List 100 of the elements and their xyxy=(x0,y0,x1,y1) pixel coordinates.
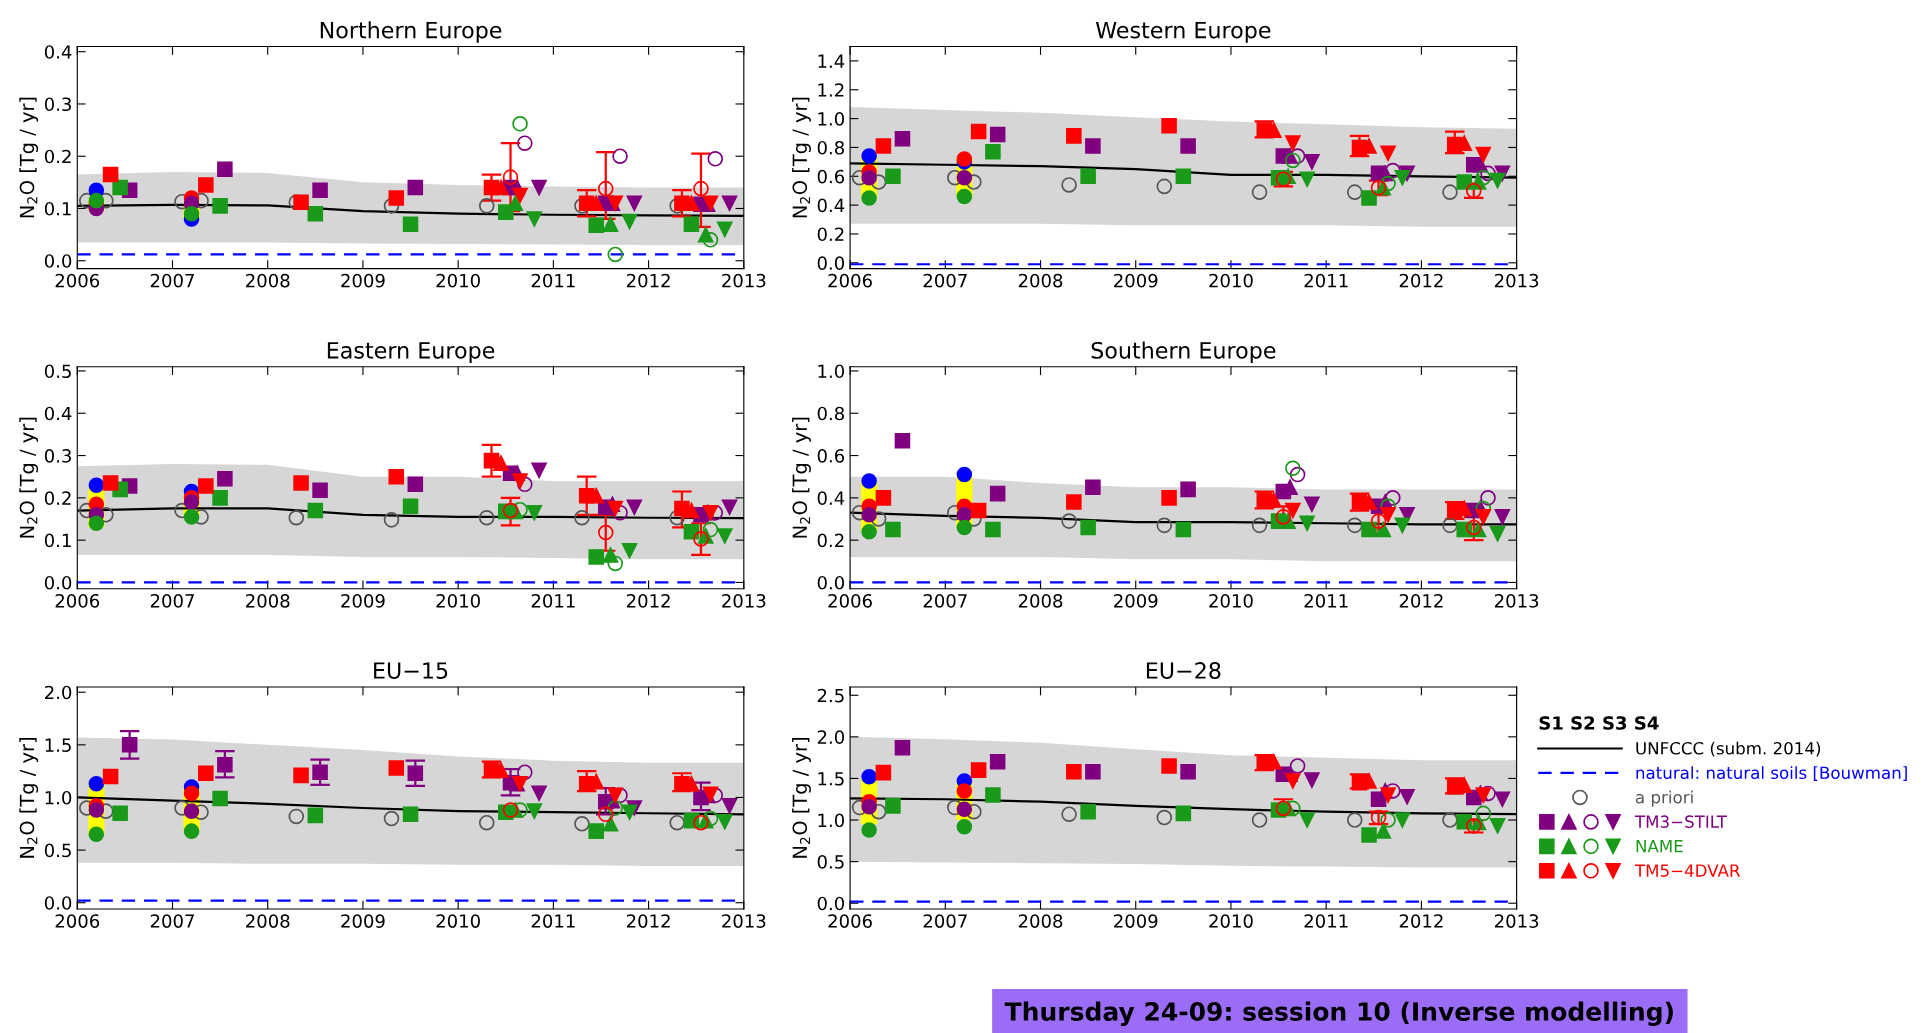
x-tick-label: 2013 xyxy=(722,273,766,288)
x-tick-label: 2013 xyxy=(722,593,766,608)
y-tick-label: 0.6 xyxy=(817,449,845,463)
x-tick-label: 2006 xyxy=(828,914,872,928)
x-tick-label: 2007 xyxy=(150,593,194,608)
x-tick-label: 2012 xyxy=(1399,914,1443,928)
x-tick-label: 2006 xyxy=(55,593,100,608)
x-tick-label: 2007 xyxy=(923,273,967,288)
x-tick-label: 2008 xyxy=(246,273,290,288)
y-axis-title: N$_{2}$O [Tg / yr] xyxy=(19,97,39,218)
x-tick-label: 2010 xyxy=(436,593,480,608)
y-tick-label: 1.0 xyxy=(818,112,845,126)
y-tick-label: 0.5 xyxy=(817,855,844,869)
y-axis-title: N$_{2}$O [Tg / yr] xyxy=(792,417,811,538)
x-tick-label: 2010 xyxy=(1209,914,1253,928)
x-tick-label: 2007 xyxy=(923,593,967,608)
chart-title: Western Europe xyxy=(1095,21,1271,43)
y-tick-label: 1.0 xyxy=(45,790,72,805)
x-tick-label: 2006 xyxy=(828,593,872,608)
x-tick-label: 2009 xyxy=(341,914,385,928)
legend-title: S1 S2 S3 S4 xyxy=(1539,716,1659,730)
legend-label: NAME xyxy=(1636,840,1683,853)
x-tick-label: 2008 xyxy=(246,914,290,928)
y-tick-label: 0.6 xyxy=(817,169,845,184)
x-tick-label: 2013 xyxy=(1494,593,1539,608)
y-tick-label: 0.4 xyxy=(44,45,72,59)
y-tick-label: 0.0 xyxy=(44,254,72,268)
x-tick-label: 2011 xyxy=(1304,593,1348,608)
y-tick-label: 0.0 xyxy=(817,896,845,911)
y-tick-label: 0.0 xyxy=(817,256,845,270)
x-tick-label: 2013 xyxy=(1494,914,1539,928)
x-tick-label: 2006 xyxy=(55,914,100,928)
x-tick-label: 2013 xyxy=(1494,273,1539,288)
y-tick-label: 0.0 xyxy=(44,575,72,590)
x-tick-label: 2012 xyxy=(1399,593,1443,608)
x-tick-label: 2010 xyxy=(1209,273,1253,288)
legend-label: TM5−4DVAR xyxy=(1634,864,1741,877)
y-tick-label: 0.8 xyxy=(817,140,844,155)
y-tick-label: 1.0 xyxy=(818,364,845,379)
y-tick-label: 0.2 xyxy=(44,491,71,505)
x-tick-label: 2011 xyxy=(1304,273,1348,288)
y-tick-label: 2.0 xyxy=(817,730,845,744)
x-tick-label: 2012 xyxy=(626,914,670,928)
chart-title: Southern Europe xyxy=(1091,341,1276,363)
chart-title: Eastern Europe xyxy=(327,342,495,363)
y-axis-title: N$_{2}$O [Tg / yr] xyxy=(792,738,811,858)
y-tick-label: 0.4 xyxy=(44,406,72,421)
y-tick-label: 0.0 xyxy=(817,575,845,590)
y-tick-label: 0.5 xyxy=(44,843,71,858)
x-tick-label: 2008 xyxy=(1018,914,1063,928)
x-tick-label: 2006 xyxy=(828,273,872,288)
x-tick-label: 2012 xyxy=(626,273,670,288)
legend-label: UNFCCC (subm. 2014) xyxy=(1636,741,1821,757)
y-tick-label: 0.4 xyxy=(817,198,845,213)
x-tick-label: 2013 xyxy=(722,914,766,928)
y-tick-label: 0.2 xyxy=(817,227,844,242)
x-tick-label: 2009 xyxy=(1114,914,1158,928)
y-tick-label: 1.4 xyxy=(818,54,845,68)
y-tick-label: 2.0 xyxy=(45,685,72,700)
x-tick-label: 2011 xyxy=(1304,914,1348,928)
text: Thursday 24-09: session 10 (Inverse modelling) xyxy=(1004,1001,1673,1026)
x-tick-label: 2008 xyxy=(1018,593,1063,608)
x-tick-label: 2009 xyxy=(1114,593,1158,608)
x-tick-label: 2009 xyxy=(341,593,385,608)
y-tick-label: 0.4 xyxy=(817,491,845,505)
y-tick-label: 0.3 xyxy=(44,97,71,112)
legend-label: natural: natural soils [Bouwman] xyxy=(1636,766,1907,781)
x-tick-label: 2011 xyxy=(531,593,575,608)
x-tick-label: 2007 xyxy=(150,914,194,928)
y-axis-title: N$_{2}$O [Tg / yr] xyxy=(792,97,811,218)
x-tick-label: 2006 xyxy=(55,273,100,288)
legend-label: TM3−STILT xyxy=(1634,815,1727,828)
x-tick-label: 2011 xyxy=(531,273,575,288)
x-tick-label: 2007 xyxy=(923,914,967,928)
x-tick-label: 2009 xyxy=(1114,273,1158,288)
x-tick-label: 2010 xyxy=(436,914,480,928)
y-tick-label: 1.5 xyxy=(818,772,844,786)
x-tick-label: 2008 xyxy=(246,593,290,608)
y-axis-title: N$_{2}$O [Tg / yr] xyxy=(19,417,39,538)
chart-title: EU−28 xyxy=(1146,662,1221,679)
x-tick-label: 2007 xyxy=(150,273,194,288)
y-tick-label: 0.2 xyxy=(817,533,844,548)
y-tick-label: 0.8 xyxy=(817,406,844,421)
y-tick-label: 1.0 xyxy=(818,813,845,828)
chart-title: Northern Europe xyxy=(320,21,502,43)
y-tick-label: 0.3 xyxy=(44,449,71,463)
y-tick-label: 1.2 xyxy=(818,83,844,97)
y-axis-title: N$_{2}$O [Tg / yr] xyxy=(19,738,39,858)
x-tick-label: 2010 xyxy=(1209,593,1253,608)
x-tick-label: 2012 xyxy=(626,593,670,608)
x-tick-label: 2012 xyxy=(1399,273,1443,288)
x-tick-label: 2011 xyxy=(531,914,575,928)
x-tick-label: 2008 xyxy=(1018,273,1063,288)
y-tick-label: 0.5 xyxy=(44,364,71,379)
chart-title: EU−15 xyxy=(374,662,448,679)
text: a priori xyxy=(1635,790,1693,807)
y-tick-label: 0.0 xyxy=(44,896,72,910)
x-tick-label: 2010 xyxy=(436,273,480,288)
y-tick-label: 0.1 xyxy=(44,201,71,216)
y-tick-label: 0.2 xyxy=(44,149,71,164)
